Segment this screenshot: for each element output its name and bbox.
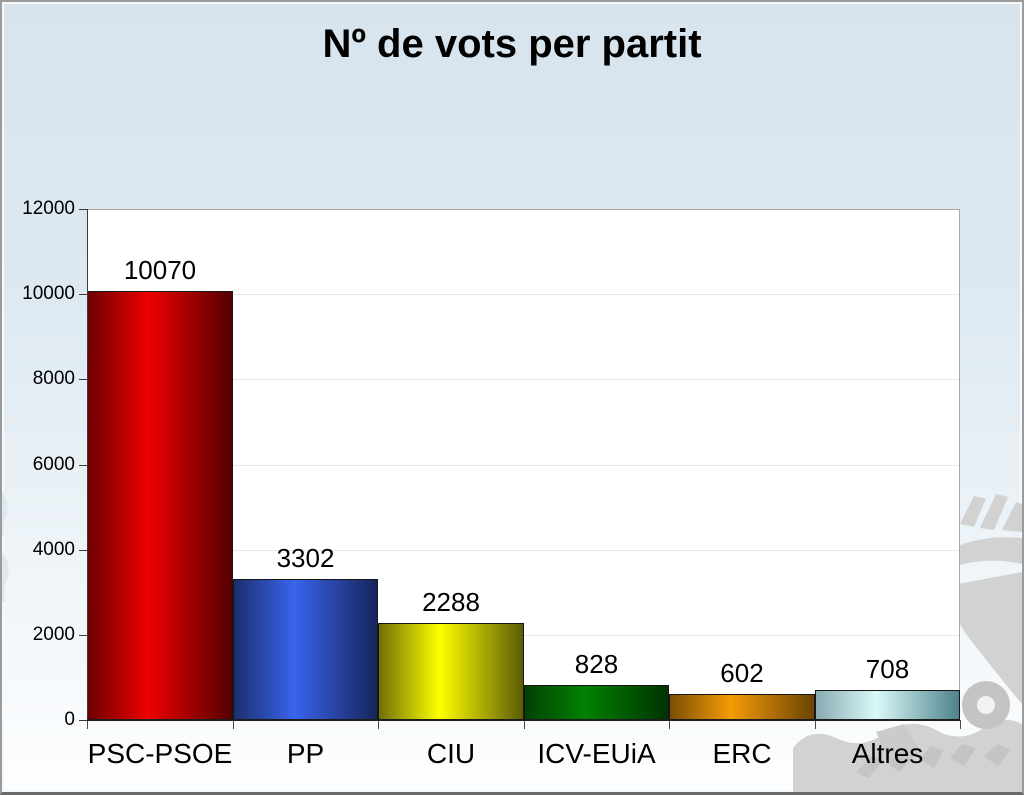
y-axis-tick-0 — [79, 720, 87, 721]
gridline-4000 — [88, 550, 959, 551]
y-axis-label-10000: 10000 — [22, 283, 75, 304]
y-axis-line — [87, 209, 88, 720]
x-axis-tick-4 — [669, 720, 670, 729]
x-axis-tick-end — [960, 720, 961, 729]
value-label-erc: 602 — [720, 658, 764, 688]
x-axis-tick-0 — [87, 720, 88, 729]
x-axis-tick-2 — [378, 720, 379, 729]
y-axis-label-2000: 2000 — [32, 624, 75, 645]
y-axis-tick-4000 — [79, 550, 87, 551]
bar-ciu — [378, 623, 524, 720]
value-label-psc-psoe: 10070 — [123, 255, 197, 285]
value-label-altres: 708 — [865, 654, 910, 684]
value-label-icv-euia: 828 — [574, 649, 619, 679]
x-axis-line — [87, 719, 960, 721]
category-label-erc: ERC — [712, 738, 772, 769]
category-label-ciu: CIU — [426, 738, 476, 769]
y-axis-tick-8000 — [79, 379, 87, 380]
category-label-icv-euia: ICV-EUiA — [537, 738, 656, 769]
left-edge-watermark — [2, 492, 9, 602]
logo-watermark — [793, 494, 1022, 792]
bar-altres — [815, 690, 960, 720]
category-label-altres: Altres — [851, 738, 924, 769]
gridline-10000 — [88, 294, 959, 295]
y-axis-tick-6000 — [79, 465, 87, 466]
y-axis-label-8000: 8000 — [32, 368, 75, 389]
y-axis-label-0: 0 — [64, 709, 75, 730]
bar-pp — [233, 579, 378, 720]
x-axis-tick-1 — [233, 720, 234, 729]
y-axis-label-12000: 12000 — [22, 198, 75, 219]
y-axis-tick-2000 — [79, 635, 87, 636]
y-axis-tick-10000 — [79, 294, 87, 295]
chart-title: Nº de vots per partit — [322, 22, 702, 66]
bar-psc-psoe — [87, 291, 233, 720]
category-label-psc-psoe: PSC-PSOE — [87, 738, 233, 769]
x-axis-tick-3 — [524, 720, 525, 729]
category-label-pp: PP — [286, 738, 325, 769]
y-axis-label-4000: 4000 — [32, 539, 75, 560]
value-label-pp: 3302 — [276, 543, 335, 573]
y-axis-label-6000: 6000 — [32, 454, 75, 475]
value-label-ciu: 2288 — [422, 587, 480, 617]
x-axis-tick-5 — [815, 720, 816, 729]
bar-icv-euia — [524, 685, 669, 720]
y-axis-tick-12000 — [79, 209, 87, 210]
gridline-8000 — [88, 379, 959, 380]
bar-erc — [669, 694, 815, 720]
gridline-6000 — [88, 465, 959, 466]
